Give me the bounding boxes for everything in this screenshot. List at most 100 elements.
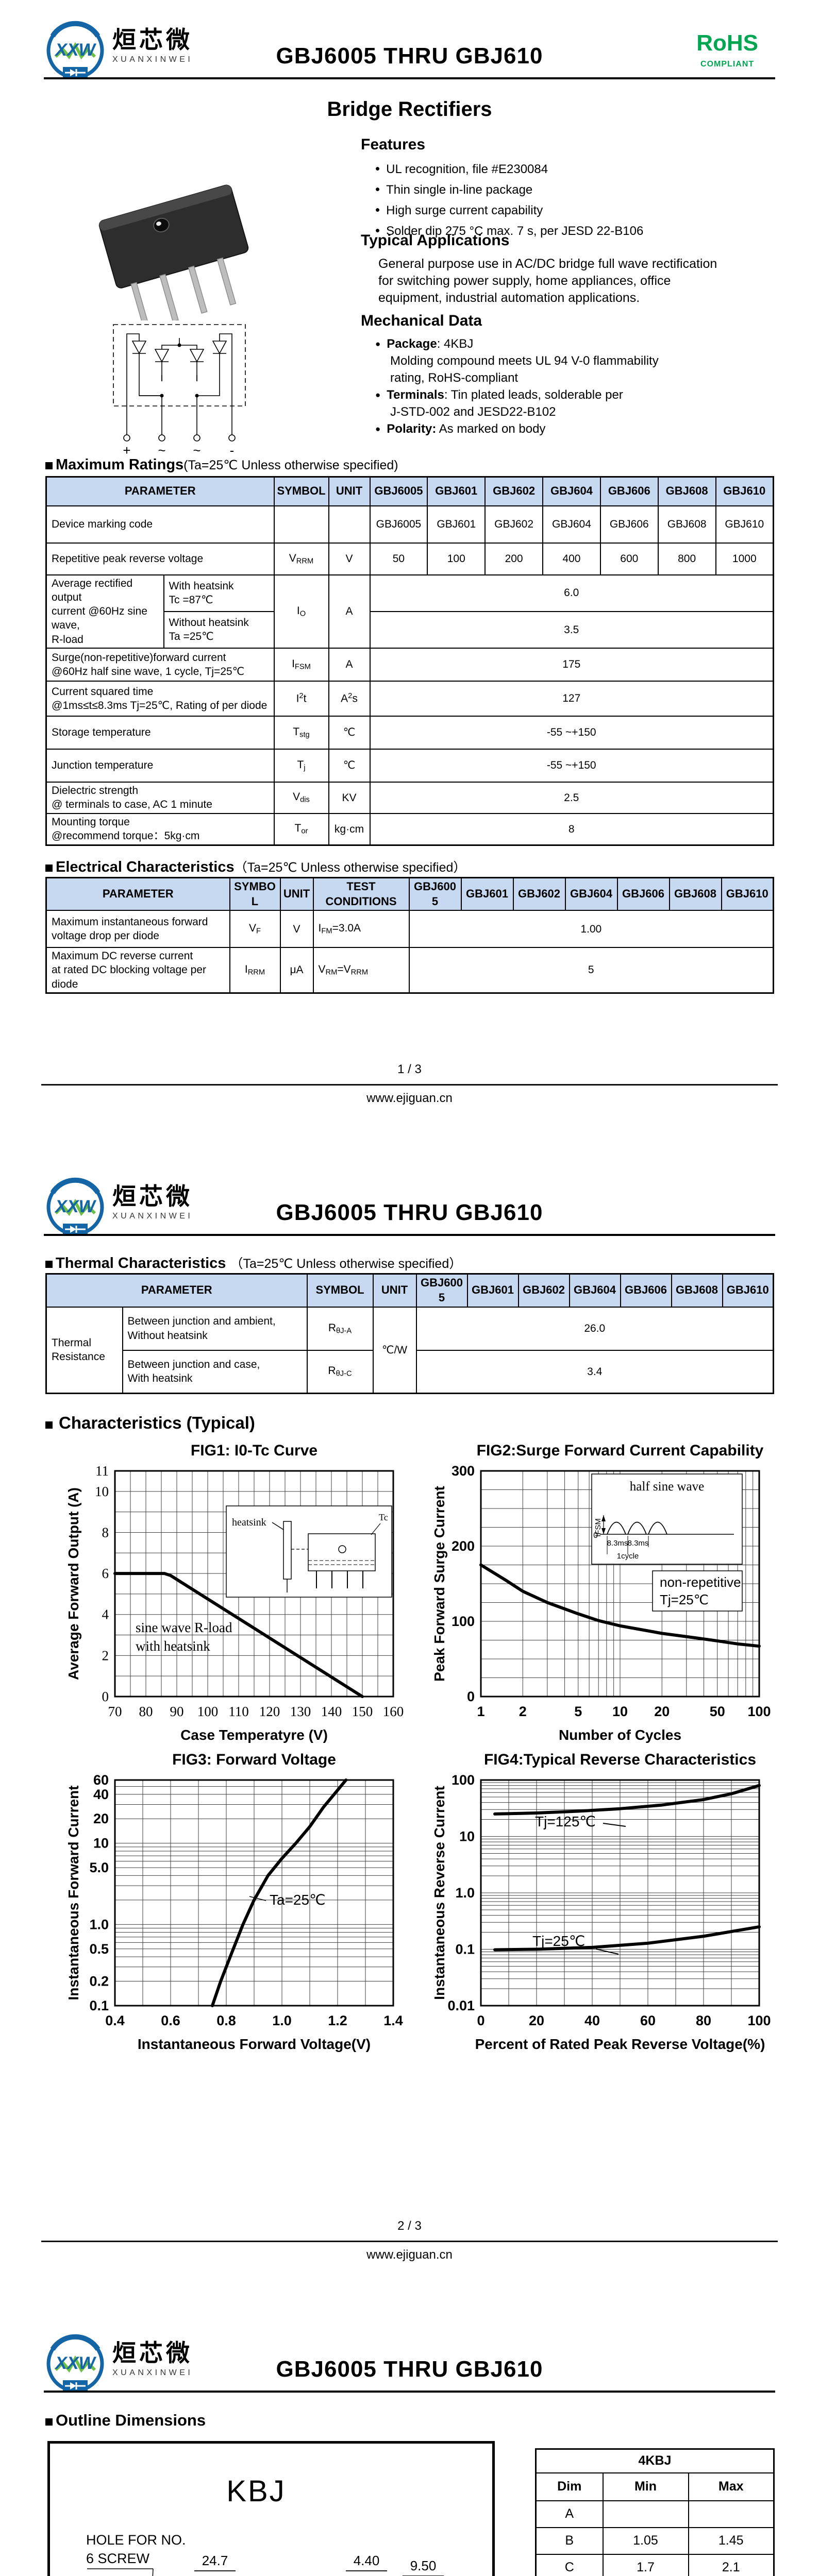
dim-value-cell: 1.45 <box>688 2527 775 2555</box>
y-tick-label: 0.5 <box>89 1941 109 1957</box>
document-title: GBJ6005 THRU GBJ610 <box>276 1200 543 1225</box>
mechanical-item: Terminals: Tin plated leads, solderable … <box>375 387 804 403</box>
group-cell: Thermal Resistance <box>45 1306 123 1394</box>
company-logo: XXW <box>46 2334 104 2393</box>
condition-cell: IFM=3.0A <box>312 910 410 948</box>
characteristics-heading: Characteristics (Typical) <box>45 1413 255 1433</box>
x-axis-label: Percent of Rated Peak Reverse Voltage(%) <box>475 2036 765 2052</box>
param-sub-cell: With heatsink Tc =87℃ <box>163 574 275 612</box>
symbol-cell: VRRM <box>273 542 329 575</box>
col-header-parameter: PARAMETER <box>45 476 275 506</box>
dim-side_height-min: 9.50 <box>410 2558 437 2573</box>
symbol-sub: θJ-A <box>336 1327 352 1335</box>
table-row: Dielectric strength @ terminals to case, … <box>45 781 774 814</box>
col-header-device: GBJ604 <box>564 877 618 911</box>
y-axis-label: Average Forward Output (A) <box>65 1487 81 1680</box>
table-row: Without heatsink Ta =25℃ 3.5 <box>46 611 774 649</box>
value-cell: GBJ6005 <box>369 505 428 544</box>
circuit-nodes <box>160 343 199 398</box>
table-row: PARAMETER SYMBOL UNIT TEST CONDITIONS GBJ6005… <box>45 877 774 911</box>
value-cell: 3.5 <box>369 611 774 649</box>
y-tick-label: 8 <box>102 1524 109 1540</box>
kbj-col-header: Min <box>602 2472 689 2501</box>
fig4-reverse-characteristics-chart: 0 20 40 60 80 100 100 10 1.0 0.1 0.01 FIG4:Typical … <box>431 1751 771 2052</box>
chart-curve <box>211 1778 348 2007</box>
logo-diode-icon <box>63 1224 88 1235</box>
thermal-title: Thermal Characteristics <box>56 1255 226 1272</box>
mechanical-item-cont: J-STD-002 and JESD22-B102 <box>390 405 556 419</box>
table-row: A <box>535 2500 775 2528</box>
brand-name-cn: 烜芯微 <box>112 26 193 53</box>
y-tick-label: 2 <box>102 1648 109 1663</box>
terminal-ac1-label: ~ <box>158 443 165 457</box>
dim-value-cell <box>602 2500 689 2528</box>
applications-section: Typical Applications General purpose use… <box>361 232 804 307</box>
col-header-device: GBJ6005 <box>369 476 428 506</box>
x-tick-label: 120 <box>259 1704 280 1719</box>
col-header-unit: UNIT <box>372 1273 417 1308</box>
diode-icons <box>131 341 227 381</box>
value-cell: 8 <box>369 812 774 846</box>
value-cell: 3.4 <box>415 1349 774 1394</box>
rohs-compliant-label: COMPLIANT <box>700 60 755 69</box>
unit-cell <box>328 505 371 544</box>
col-header-test-conditions: TEST CONDITIONS <box>312 877 410 911</box>
inset-heatsink-label: heatsink <box>232 1517 266 1528</box>
param-cell: Device marking code <box>45 505 275 544</box>
mechanical-item: Polarity: As marked on body <box>375 421 804 437</box>
value-cell: 175 <box>369 647 774 682</box>
value-cell: 400 <box>542 542 601 575</box>
col-header-device: GBJ6005 <box>408 877 462 911</box>
header-rule <box>44 1234 775 1236</box>
y-tick-label: 0.1 <box>455 1942 475 1957</box>
col-header-unit: UNIT <box>279 877 314 911</box>
electrical-title: Electrical Characteristics <box>56 859 235 875</box>
package-name-label: KBJ <box>226 2475 286 2508</box>
value-cell: 6.0 <box>369 574 774 612</box>
y-tick-label: 200 <box>452 1538 475 1554</box>
brand-name-cn: 烜芯微 <box>112 2340 193 2366</box>
x-axis-label: Case Temperatyre (V) <box>180 1727 328 1743</box>
param-cell: Junction temperature <box>45 748 275 783</box>
dimension-labels: 24.725.34.404.803.403.8014.715.33.804.20… <box>194 2553 444 2576</box>
circuit-wires <box>126 333 232 435</box>
y-axis-label: Instantaneous Forward Current <box>65 1786 81 2001</box>
x-tick-label: 20 <box>529 2013 544 2028</box>
circuit-boundary <box>113 324 246 406</box>
symbol-cell: RθJ-A <box>306 1306 374 1351</box>
x-tick-label: 70 <box>108 1704 122 1719</box>
param-cell: Repetitive peak reverse voltage <box>45 542 275 575</box>
x-tick-label: 110 <box>228 1704 249 1719</box>
x-tick-label: 160 <box>383 1704 404 1719</box>
section-bullet-icon <box>45 865 53 872</box>
thermal-condition: （Ta=25℃ Unless otherwise specified） <box>230 1257 462 1271</box>
y-tick-label: 10 <box>93 1836 109 1851</box>
x-tick-label: 1.4 <box>383 2013 403 2028</box>
chart-title: FIG2:Surge Forward Current Capability <box>477 1442 764 1459</box>
unit-cell: A <box>328 574 371 649</box>
param-cell: Maximum instantaneous forward voltage dro… <box>45 910 230 948</box>
col-header-symbol: SYMBOL <box>229 877 281 911</box>
thermal-table: PARAMETER SYMBOL UNIT GBJ6005 GBJ601 GBJ602 GB… <box>45 1273 774 1394</box>
mechanical-item-cont: Molding compound meets UL 94 V-0 flammab… <box>390 354 659 368</box>
col-header-device: GBJ604 <box>542 476 601 506</box>
inset-ms-label: 8.3ms <box>628 1539 649 1548</box>
page-2: XXW 烜芯微 XUANXINWEI GBJ6005 THRU GBJ610 T… <box>0 1157 819 2313</box>
series-label: Tj=25℃ <box>532 1933 585 1949</box>
table-row: C 1.7 2.1 <box>535 2553 775 2576</box>
table-row: PARAMETER SYMBOL UNIT GBJ6005 GBJ601 GBJ602 GB… <box>45 476 774 506</box>
x-tick-label: 100 <box>747 2013 771 2028</box>
col-header-symbol: SYMBOL <box>273 476 329 506</box>
chart-curve <box>493 1925 761 1952</box>
y-tick-label: 11 <box>95 1463 109 1479</box>
value-cell: 200 <box>484 542 544 575</box>
dim-value-cell <box>688 2500 775 2528</box>
chart-grid <box>481 1780 759 2006</box>
package-body-icon <box>98 184 249 320</box>
value-cell: 26.0 <box>415 1306 774 1351</box>
value-cell: 5 <box>408 947 774 994</box>
value-cell: GBJ606 <box>599 505 659 544</box>
brand-name-en: XUANXINWEI <box>112 55 193 64</box>
param-sub-cell: Without heatsink Ta =25℃ <box>163 611 275 649</box>
col-header-device: GBJ602 <box>484 476 544 506</box>
